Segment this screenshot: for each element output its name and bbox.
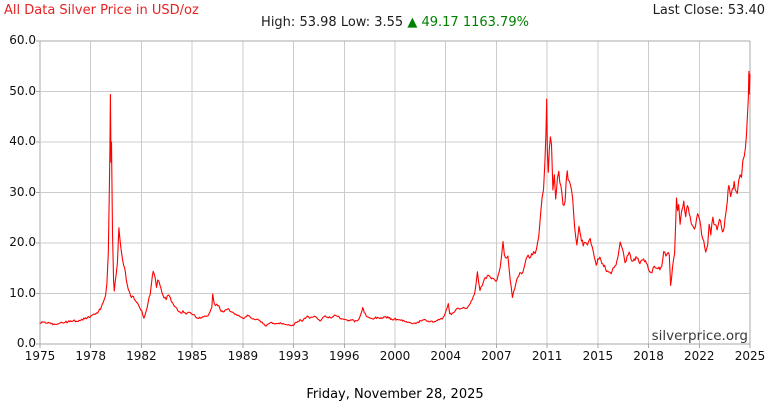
watermark-link[interactable]: silverprice.org xyxy=(651,328,748,344)
last-close-label: Last Close: xyxy=(652,3,724,18)
change-up-arrow-icon: ▲ xyxy=(407,15,418,30)
last-close: Last Close: 53.40 xyxy=(653,3,765,18)
low-label: Low: xyxy=(340,15,371,30)
high-low-summary: High: 53.98 Low: 3.55 ▲ 49.17 1163.79% xyxy=(40,15,750,30)
change-percent: 1163.79% xyxy=(462,15,529,30)
high-value: 53.98 xyxy=(299,15,337,30)
change-value: 49.17 xyxy=(421,15,459,30)
high-label: High: xyxy=(261,15,296,30)
chart-title: All Data Silver Price in USD/oz xyxy=(4,3,199,18)
low-value: 3.55 xyxy=(374,15,404,30)
date-caption: Friday, November 28, 2025 xyxy=(306,387,484,402)
last-close-value: 53.40 xyxy=(727,3,765,18)
